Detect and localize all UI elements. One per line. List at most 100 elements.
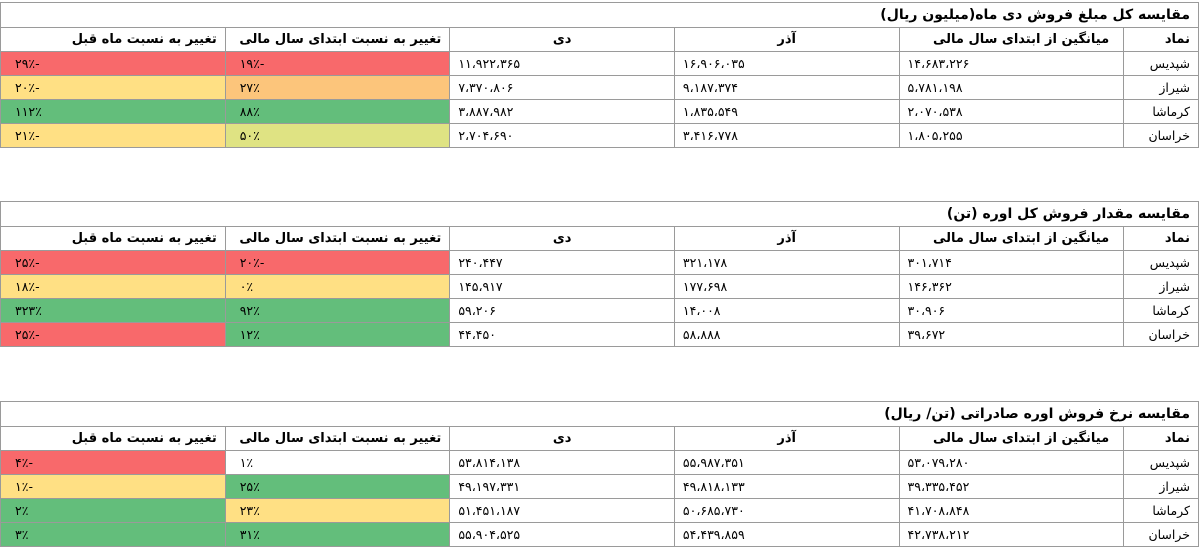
header-change-month: تغییر به نسبت ماه قبل [0,426,226,451]
header-change-month: تغییر به نسبت ماه قبل [0,226,226,251]
cell-symbol: شیراز [1123,75,1199,100]
table-row: شیراز ۳۹،۳۳۵،۴۵۲ ۴۹،۸۱۸،۱۳۳ ۴۹،۱۹۷،۳۳۱ ۲… [0,474,1199,499]
cell-change-year: ۸۸٪ [224,99,451,124]
cell-dey: ۵۳،۸۱۴،۱۳۸ [449,450,675,475]
table-row: خراسان ۱،۸۰۵،۲۵۵ ۳،۴۱۶،۷۷۸ ۲،۷۰۴،۶۹۰ ۵۰٪… [0,123,1199,148]
cell-azar: ۴۹،۸۱۸،۱۳۳ [673,474,900,499]
header-symbol: نماد [1123,27,1199,52]
cell-symbol: خراسان [1123,522,1199,547]
header-symbol: نماد [1123,426,1199,451]
cell-azar: ۱۶،۹۰۶،۰۳۵ [673,51,900,76]
cell-dey: ۱۴۵،۹۱۷ [449,274,675,299]
cell-change-month: -۲۰٪ [0,75,226,100]
cell-change-month: -۲۱٪ [0,123,226,148]
cell-dey: ۵۹،۲۰۶ [449,298,675,323]
cell-dey: ۳،۸۸۷،۹۸۲ [449,99,675,124]
table-row: کرماشا ۳۰،۹۰۶ ۱۴،۰۰۸ ۵۹،۲۰۶ ۹۲٪ ۳۲۳٪ [0,298,1199,323]
cell-change-month: ۲٪ [0,498,226,523]
cell-avg: ۴۱،۷۰۸،۸۴۸ [898,498,1125,523]
cell-azar: ۵۴،۴۳۹،۸۵۹ [673,522,900,547]
cell-change-month: -۲۹٪ [0,51,226,76]
header-azar: آذر [673,426,900,451]
cell-change-year: ۳۱٪ [224,522,451,547]
sales-quantity-table: مقایسه مقدار فروش کل اوره (تن) نماد میان… [0,201,1199,347]
table-title: مقایسه کل مبلغ فروش دی ماه(میلیون ریال) [0,2,1199,28]
cell-symbol: شپدیس [1123,250,1199,275]
header-avg: میانگین از ابتدای سال مالی [898,226,1125,251]
table-title: مقایسه مقدار فروش کل اوره (تن) [0,201,1199,227]
cell-symbol: شیراز [1123,274,1199,299]
table-row: شپدیس ۳۰۱،۷۱۴ ۳۲۱،۱۷۸ ۲۴۰،۴۴۷ -۲۰٪ -۲۵٪ [0,250,1199,275]
header-dey: دی [449,426,675,451]
header-change-month: تغییر به نسبت ماه قبل [0,27,226,52]
cell-symbol: کرماشا [1123,298,1199,323]
cell-azar: ۳۲۱،۱۷۸ [673,250,900,275]
table-row: کرماشا ۴۱،۷۰۸،۸۴۸ ۵۰،۶۸۵،۷۳۰ ۵۱،۴۵۱،۱۸۷ … [0,498,1199,523]
cell-change-year: ۱٪ [224,450,451,475]
cell-dey: ۷،۳۷۰،۸۰۶ [449,75,675,100]
cell-change-year: ۲۵٪ [224,474,451,499]
header-change-year: تغییر به نسبت ابتدای سال مالی [224,426,451,451]
cell-azar: ۵۵،۹۸۷،۳۵۱ [673,450,900,475]
table-title: مقایسه نرخ فروش اوره صادراتی (تن/ ریال) [0,401,1199,427]
cell-avg: ۵۳،۰۷۹،۲۸۰ [898,450,1125,475]
cell-azar: ۱۴،۰۰۸ [673,298,900,323]
cell-change-month: ۱۱۲٪ [0,99,226,124]
cell-avg: ۱،۸۰۵،۲۵۵ [898,123,1125,148]
table-row: خراسان ۴۲،۷۳۸،۲۱۲ ۵۴،۴۳۹،۸۵۹ ۵۵،۹۰۴،۵۲۵ … [0,522,1199,547]
cell-avg: ۳۰،۹۰۶ [898,298,1125,323]
cell-dey: ۵۵،۹۰۴،۵۲۵ [449,522,675,547]
table-row: کرماشا ۲،۰۷۰،۵۳۸ ۱،۸۳۵،۵۴۹ ۳،۸۸۷،۹۸۲ ۸۸٪… [0,99,1199,124]
cell-change-year: ۱۲٪ [224,322,451,347]
cell-change-year: ۰٪ [224,274,451,299]
cell-dey: ۱۱،۹۲۲،۳۶۵ [449,51,675,76]
table-row: شپدیس ۵۳،۰۷۹،۲۸۰ ۵۵،۹۸۷،۳۵۱ ۵۳،۸۱۴،۱۳۸ ۱… [0,450,1199,475]
header-dey: دی [449,27,675,52]
cell-change-month: -۱٪ [0,474,226,499]
cell-dey: ۴۴،۴۵۰ [449,322,675,347]
table-row: خراسان ۳۹،۶۷۲ ۵۸،۸۸۸ ۴۴،۴۵۰ ۱۲٪ -۲۵٪ [0,322,1199,347]
cell-change-month: -۲۵٪ [0,322,226,347]
header-symbol: نماد [1123,226,1199,251]
cell-avg: ۱۴۶،۳۶۲ [898,274,1125,299]
cell-avg: ۴۲،۷۳۸،۲۱۲ [898,522,1125,547]
table-row: شیراز ۱۴۶،۳۶۲ ۱۷۷،۶۹۸ ۱۴۵،۹۱۷ ۰٪ -۱۸٪ [0,274,1199,299]
cell-symbol: کرماشا [1123,99,1199,124]
cell-avg: ۲،۰۷۰،۵۳۸ [898,99,1125,124]
cell-change-month: ۳۲۳٪ [0,298,226,323]
table-row: شیراز ۵،۷۸۱،۱۹۸ ۹،۱۸۷،۳۷۴ ۷،۳۷۰،۸۰۶ ۲۷٪ … [0,75,1199,100]
export-price-table: مقایسه نرخ فروش اوره صادراتی (تن/ ریال) … [0,401,1199,547]
table-row: شپدیس ۱۴،۶۸۳،۲۲۶ ۱۶،۹۰۶،۰۳۵ ۱۱،۹۲۲،۳۶۵ -… [0,51,1199,76]
sales-amount-table: مقایسه کل مبلغ فروش دی ماه(میلیون ریال) … [0,2,1199,148]
cell-dey: ۵۱،۴۵۱،۱۸۷ [449,498,675,523]
header-avg: میانگین از ابتدای سال مالی [898,426,1125,451]
cell-avg: ۳۹،۳۳۵،۴۵۲ [898,474,1125,499]
cell-avg: ۳۰۱،۷۱۴ [898,250,1125,275]
header-azar: آذر [673,226,900,251]
cell-azar: ۱،۸۳۵،۵۴۹ [673,99,900,124]
cell-change-month: -۴٪ [0,450,226,475]
cell-dey: ۲۴۰،۴۴۷ [449,250,675,275]
cell-symbol: شیراز [1123,474,1199,499]
cell-avg: ۵،۷۸۱،۱۹۸ [898,75,1125,100]
cell-azar: ۱۷۷،۶۹۸ [673,274,900,299]
cell-avg: ۳۹،۶۷۲ [898,322,1125,347]
cell-change-month: -۲۵٪ [0,250,226,275]
cell-azar: ۵۸،۸۸۸ [673,322,900,347]
cell-symbol: خراسان [1123,123,1199,148]
cell-change-year: -۲۰٪ [224,250,451,275]
cell-azar: ۳،۴۱۶،۷۷۸ [673,123,900,148]
cell-dey: ۲،۷۰۴،۶۹۰ [449,123,675,148]
header-avg: میانگین از ابتدای سال مالی [898,27,1125,52]
cell-dey: ۴۹،۱۹۷،۳۳۱ [449,474,675,499]
header-azar: آذر [673,27,900,52]
cell-avg: ۱۴،۶۸۳،۲۲۶ [898,51,1125,76]
cell-change-year: ۲۳٪ [224,498,451,523]
cell-symbol: شپدیس [1123,51,1199,76]
header-change-year: تغییر به نسبت ابتدای سال مالی [224,27,451,52]
cell-azar: ۹،۱۸۷،۳۷۴ [673,75,900,100]
cell-change-month: -۱۸٪ [0,274,226,299]
cell-symbol: شپدیس [1123,450,1199,475]
cell-change-year: ۵۰٪ [224,123,451,148]
header-change-year: تغییر به نسبت ابتدای سال مالی [224,226,451,251]
